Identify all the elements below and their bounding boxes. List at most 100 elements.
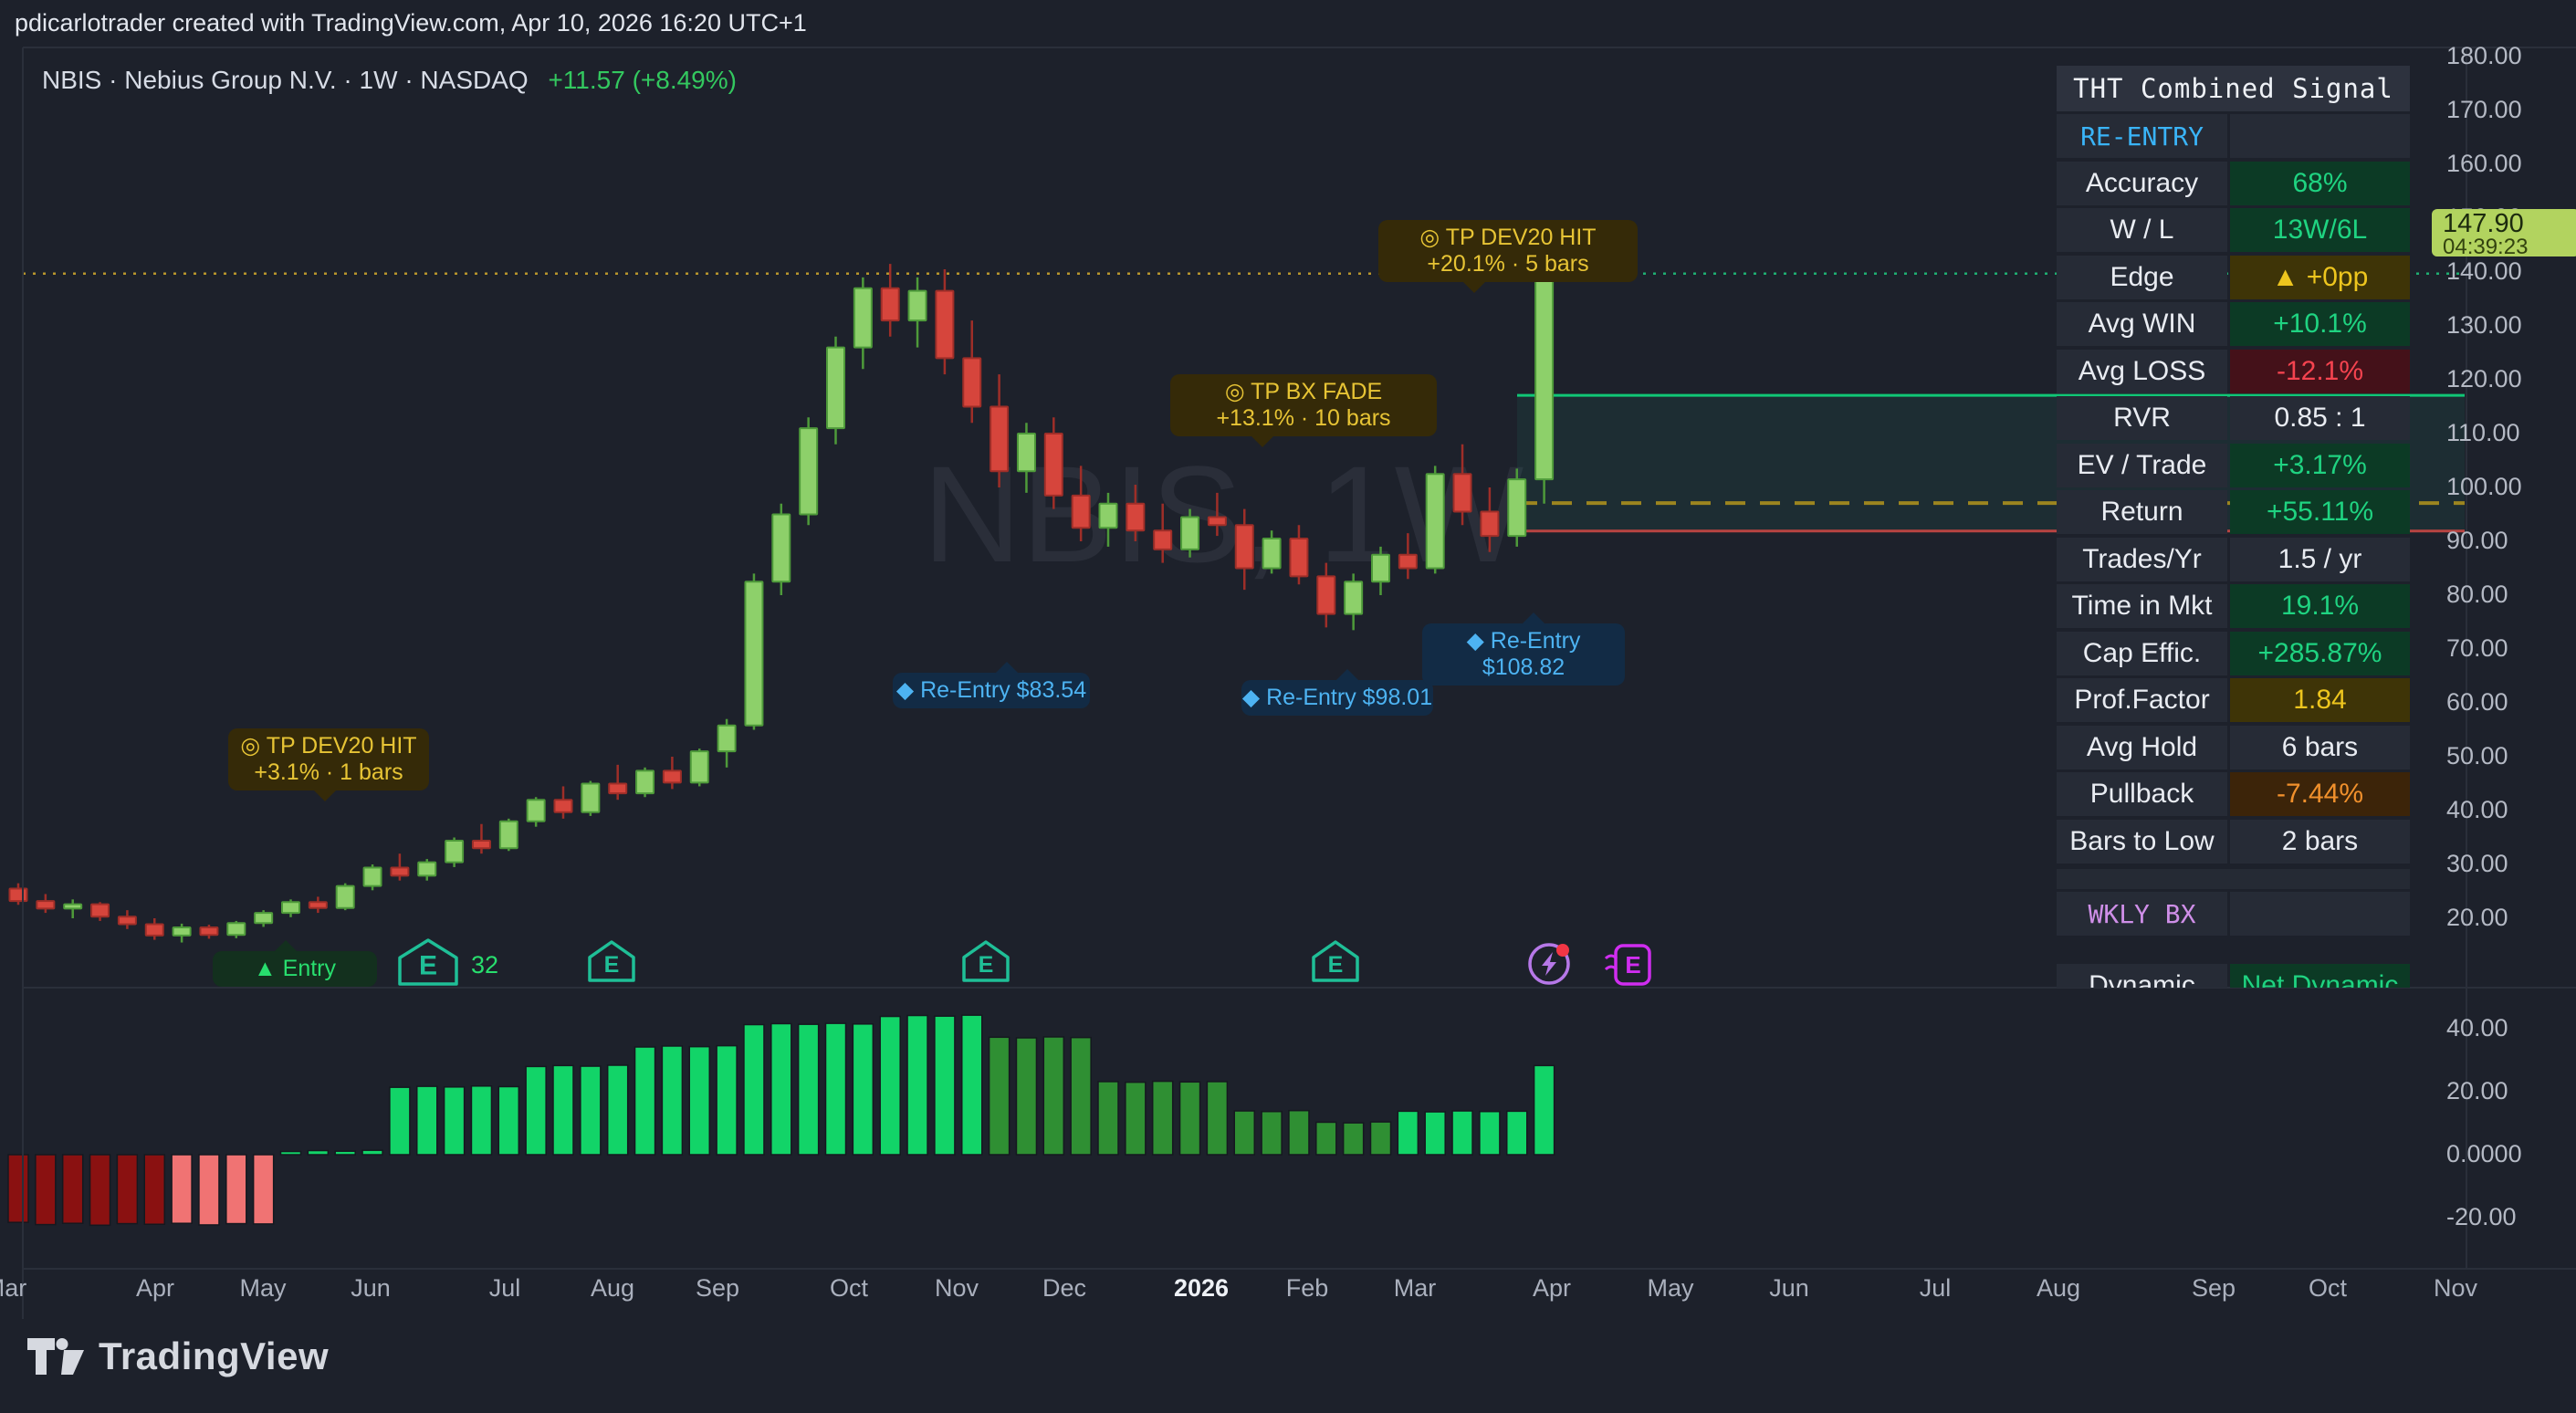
time-axis-label[interactable]: Nov xyxy=(934,1274,979,1302)
price-axis-tick[interactable]: 180.00 xyxy=(2446,42,2522,69)
candle xyxy=(90,903,110,918)
signal-row-spacer xyxy=(2057,869,2410,889)
time-axis-label[interactable]: Aug xyxy=(2036,1274,2081,1302)
entry-shield-icon[interactable]: E xyxy=(1308,937,1363,986)
time-axis-label[interactable]: Jul xyxy=(488,1274,521,1302)
signal-row-value: +10.1% xyxy=(2230,302,2410,346)
hist-axis-tick[interactable]: 20.00 xyxy=(2446,1077,2508,1104)
price-axis-tick[interactable]: 90.00 xyxy=(2446,527,2508,554)
price-axis-tick[interactable]: 100.00 xyxy=(2446,473,2522,500)
candle xyxy=(826,346,845,430)
price-axis-tick[interactable]: 160.00 xyxy=(2446,150,2522,177)
histogram-bar xyxy=(552,1064,574,1156)
candle xyxy=(581,782,601,813)
signal-row-label: Bars to Low xyxy=(2057,819,2227,864)
signal-row-value: 1.5 / yr xyxy=(2230,537,2410,581)
time-axis-label[interactable]: Aug xyxy=(590,1274,635,1302)
candle xyxy=(1289,538,1309,578)
price-axis-tick[interactable]: 60.00 xyxy=(2446,688,2508,716)
histogram-bar xyxy=(1288,1109,1310,1156)
histogram-bar xyxy=(35,1154,57,1226)
time-axis-label[interactable]: 2026 xyxy=(1173,1274,1230,1302)
time-axis-label[interactable]: Mar xyxy=(0,1274,27,1302)
time-axis-label[interactable]: Dec xyxy=(1042,1274,1087,1302)
time-axis-label[interactable]: Feb xyxy=(1285,1274,1329,1302)
price-axis-tick[interactable]: 30.00 xyxy=(2446,850,2508,877)
price-axis-tick[interactable]: 70.00 xyxy=(2446,634,2508,662)
signal-row-label: RE-ENTRY xyxy=(2057,114,2227,158)
histogram-bar xyxy=(1424,1111,1446,1156)
symbol-header[interactable]: NBIS · Nebius Group N.V. · 1W · NASDAQ +… xyxy=(42,66,737,95)
histogram-bar xyxy=(61,1154,84,1224)
time-axis-label[interactable]: Jun xyxy=(351,1274,391,1302)
histogram-bar xyxy=(171,1154,193,1224)
time-axis-label[interactable]: Apr xyxy=(1532,1274,1572,1302)
svg-text:E: E xyxy=(604,952,620,978)
tp-dev20-hit-top-flag: ◎ TP DEV20 HIT +20.1% · 5 bars xyxy=(1378,220,1638,293)
signal-row: Dynamic Net Dynamic xyxy=(2057,964,2410,988)
time-axis-label[interactable]: Jul xyxy=(1919,1274,1952,1302)
histogram-bar xyxy=(824,1022,847,1156)
candle xyxy=(335,884,355,909)
reentry-98-flag: ◆ Re-Entry $98.01 xyxy=(1241,669,1433,716)
signal-row-value xyxy=(2230,114,2410,158)
price-axis-tick[interactable]: 80.00 xyxy=(2446,581,2508,608)
histogram-bar xyxy=(634,1046,656,1156)
reentry-108-flag: ◆ Re-Entry $108.82 xyxy=(1422,612,1625,686)
candle xyxy=(498,820,518,850)
candle xyxy=(445,840,465,864)
candle xyxy=(744,581,764,727)
price-axis-tick[interactable]: 50.00 xyxy=(2446,742,2508,769)
entry-shield-icon[interactable]: E xyxy=(394,935,462,989)
histogram-bar xyxy=(1261,1110,1283,1156)
price-axis-tick[interactable]: 130.00 xyxy=(2446,311,2522,339)
histogram-bar xyxy=(116,1154,139,1225)
hist-axis-tick[interactable]: 40.00 xyxy=(2446,1014,2508,1041)
price-axis-tick[interactable]: 110.00 xyxy=(2446,419,2520,446)
time-axis-label[interactable]: Sep xyxy=(695,1274,740,1302)
signal-row-value: ▲ +0pp xyxy=(2230,255,2410,299)
signal-row: EV / Trade +3.17% xyxy=(2057,443,2410,487)
time-axis-label[interactable]: May xyxy=(1647,1274,1694,1302)
time-axis-label[interactable]: Sep xyxy=(2191,1274,2236,1302)
candle xyxy=(199,926,219,937)
price-axis-tick[interactable]: 40.00 xyxy=(2446,796,2508,823)
signal-flash-icon[interactable] xyxy=(1521,936,1577,992)
tradingview-logo[interactable]: TradingView xyxy=(27,1334,329,1378)
histogram-bar xyxy=(1070,1036,1092,1156)
candle xyxy=(362,866,382,887)
signal-row: RE-ENTRY xyxy=(2057,114,2410,158)
price-axis-tick[interactable]: 120.00 xyxy=(2446,365,2522,392)
histogram-bar xyxy=(1151,1080,1174,1156)
tp-bx-fade-text: ◎ TP BX FADE xyxy=(1224,379,1383,404)
histogram-bar xyxy=(661,1045,684,1156)
signal-row: Avg WIN +10.1% xyxy=(2057,302,2410,346)
time-axis-label[interactable]: Apr xyxy=(135,1274,175,1302)
time-axis-label[interactable]: Mar xyxy=(1393,1274,1437,1302)
signal-row: Prof.Factor 1.84 xyxy=(2057,678,2410,722)
price-axis-tick[interactable]: 20.00 xyxy=(2446,904,2508,931)
hist-axis-tick[interactable]: -20.00 xyxy=(2446,1203,2517,1230)
tp-bx-fade-flag: ◎ TP BX FADE +13.1% · 10 bars xyxy=(1170,374,1437,447)
entry-shield-icon[interactable]: E xyxy=(958,937,1013,986)
candle xyxy=(117,916,137,926)
time-axis-label[interactable]: Oct xyxy=(2308,1274,2348,1302)
candle xyxy=(63,903,83,910)
reentry-83-text: ◆ Re-Entry $83.54 xyxy=(895,677,1087,703)
wave-exit-icon[interactable]: E xyxy=(1598,937,1662,992)
entry-shield-icon[interactable]: E xyxy=(584,937,639,986)
price-axis-tick[interactable]: 170.00 xyxy=(2446,96,2522,123)
time-axis-label[interactable]: Oct xyxy=(829,1274,869,1302)
histogram-bar xyxy=(934,1015,956,1156)
candle xyxy=(254,912,274,925)
signal-row-label: Dynamic xyxy=(2057,964,2227,988)
time-axis-label[interactable]: Nov xyxy=(2433,1274,2478,1302)
signal-row-label: Trades/Yr xyxy=(2057,537,2227,581)
price-axis-tick[interactable]: 140.00 xyxy=(2446,257,2522,285)
time-axis-label[interactable]: Jun xyxy=(1769,1274,1809,1302)
signal-row-value: Net Dynamic xyxy=(2230,964,2410,988)
hist-axis-tick[interactable]: 0.0000 xyxy=(2446,1140,2522,1167)
histogram-bar xyxy=(470,1085,493,1156)
signal-row-label: Cap Effic. xyxy=(2057,631,2227,675)
time-axis-label[interactable]: May xyxy=(239,1274,287,1302)
